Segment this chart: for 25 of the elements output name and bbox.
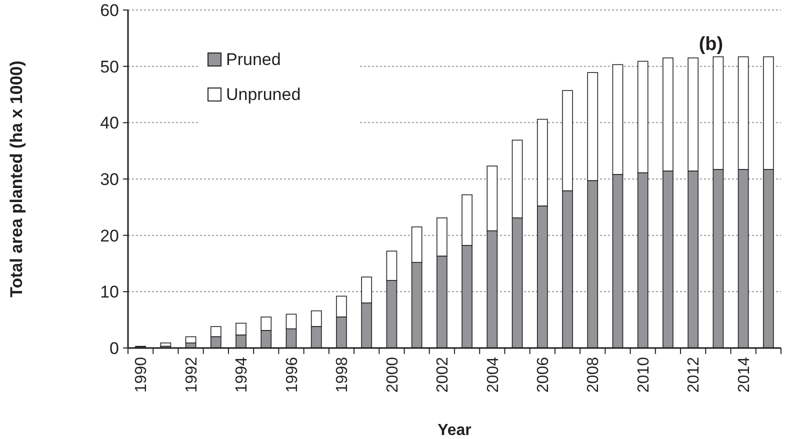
legend-label: Pruned: [226, 50, 281, 69]
y-tick-label: 40: [100, 114, 119, 133]
x-tick-label: 2002: [434, 356, 452, 393]
x-tick-label: 1994: [234, 356, 251, 393]
y-tick-label: 60: [100, 0, 119, 20]
y-tick-label: 0: [110, 338, 119, 358]
annotation: (b): [698, 34, 724, 55]
y-tick-label: 10: [100, 282, 119, 302]
x-tick-label: 2008: [585, 356, 602, 393]
x-tick-label: 1990: [133, 356, 150, 393]
y-tick-label: 20: [100, 226, 119, 246]
x-tick-label: 2014: [736, 356, 753, 393]
legend-label: Unpruned: [226, 85, 301, 104]
x-tick-label: 2012: [686, 356, 703, 393]
x-tick-label: 1998: [334, 356, 352, 393]
x-tick-label: 2006: [535, 356, 552, 393]
x-axis-title: Year: [438, 422, 472, 439]
y-tick-label: 30: [100, 170, 119, 189]
x-tick-label: 2004: [484, 356, 502, 393]
x-tick-label: 2000: [384, 356, 402, 393]
x-tick-label: 1992: [183, 356, 200, 393]
x-tick-label: 2010: [635, 356, 652, 393]
x-tick-label: 1996: [284, 356, 301, 393]
y-axis-title: Total area planted (ha x 1000): [7, 60, 26, 298]
y-tick-label: 50: [100, 57, 119, 76]
